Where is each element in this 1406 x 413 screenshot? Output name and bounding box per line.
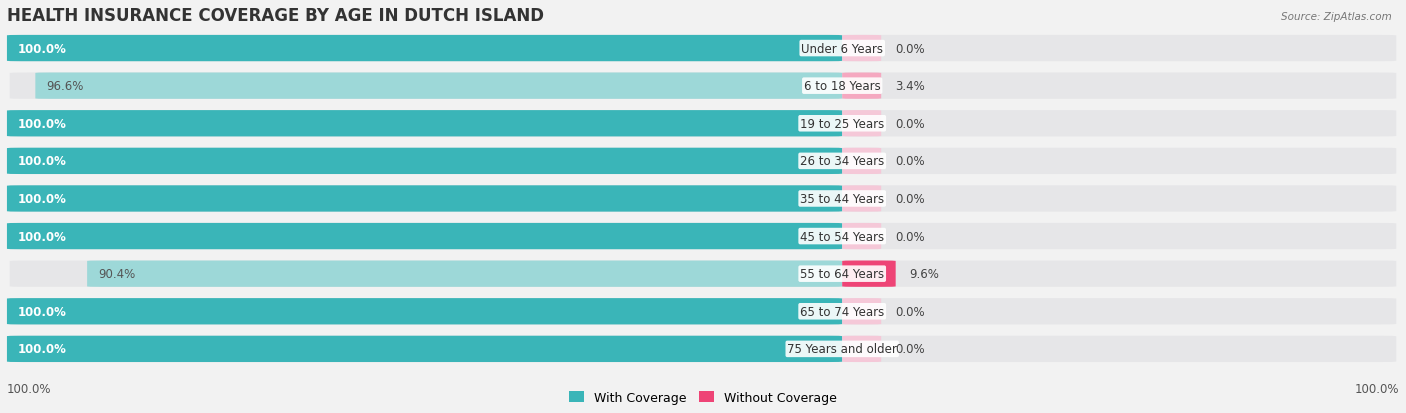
Text: 100.0%: 100.0% — [18, 43, 67, 55]
Text: 100.0%: 100.0% — [18, 117, 67, 131]
Text: 0.0%: 0.0% — [896, 117, 925, 131]
FancyBboxPatch shape — [842, 261, 896, 287]
Text: 26 to 34 Years: 26 to 34 Years — [800, 155, 884, 168]
Text: 0.0%: 0.0% — [896, 230, 925, 243]
FancyBboxPatch shape — [842, 223, 882, 249]
FancyBboxPatch shape — [10, 74, 1396, 100]
FancyBboxPatch shape — [7, 336, 842, 362]
Text: 100.0%: 100.0% — [18, 305, 67, 318]
FancyBboxPatch shape — [7, 111, 842, 137]
Text: 3.4%: 3.4% — [896, 80, 925, 93]
FancyBboxPatch shape — [10, 223, 1396, 249]
Text: 19 to 25 Years: 19 to 25 Years — [800, 117, 884, 131]
FancyBboxPatch shape — [87, 261, 842, 287]
FancyBboxPatch shape — [842, 74, 882, 100]
FancyBboxPatch shape — [842, 336, 882, 362]
Text: 35 to 44 Years: 35 to 44 Years — [800, 192, 884, 206]
FancyBboxPatch shape — [842, 298, 882, 325]
Text: 0.0%: 0.0% — [896, 342, 925, 356]
Legend: With Coverage, Without Coverage: With Coverage, Without Coverage — [564, 386, 842, 409]
Text: 100.0%: 100.0% — [18, 155, 67, 168]
Text: 0.0%: 0.0% — [896, 305, 925, 318]
Text: 65 to 74 Years: 65 to 74 Years — [800, 305, 884, 318]
Text: 0.0%: 0.0% — [896, 43, 925, 55]
FancyBboxPatch shape — [842, 111, 882, 137]
Text: 100.0%: 100.0% — [18, 230, 67, 243]
FancyBboxPatch shape — [10, 261, 1396, 287]
Text: 55 to 64 Years: 55 to 64 Years — [800, 268, 884, 280]
FancyBboxPatch shape — [10, 186, 1396, 212]
Text: 100.0%: 100.0% — [7, 382, 52, 395]
FancyBboxPatch shape — [10, 298, 1396, 325]
Text: Source: ZipAtlas.com: Source: ZipAtlas.com — [1281, 12, 1392, 22]
Text: 0.0%: 0.0% — [896, 155, 925, 168]
FancyBboxPatch shape — [7, 298, 842, 325]
FancyBboxPatch shape — [7, 223, 842, 249]
Text: 6 to 18 Years: 6 to 18 Years — [804, 80, 880, 93]
Text: 90.4%: 90.4% — [98, 268, 135, 280]
Text: 100.0%: 100.0% — [18, 342, 67, 356]
FancyBboxPatch shape — [10, 111, 1396, 137]
Text: 9.6%: 9.6% — [910, 268, 939, 280]
Text: 100.0%: 100.0% — [1354, 382, 1399, 395]
Text: 0.0%: 0.0% — [896, 192, 925, 206]
FancyBboxPatch shape — [7, 148, 842, 175]
FancyBboxPatch shape — [842, 148, 882, 175]
FancyBboxPatch shape — [10, 336, 1396, 362]
Text: 45 to 54 Years: 45 to 54 Years — [800, 230, 884, 243]
FancyBboxPatch shape — [35, 74, 842, 100]
FancyBboxPatch shape — [10, 36, 1396, 62]
Text: HEALTH INSURANCE COVERAGE BY AGE IN DUTCH ISLAND: HEALTH INSURANCE COVERAGE BY AGE IN DUTC… — [7, 7, 544, 24]
Text: Under 6 Years: Under 6 Years — [801, 43, 883, 55]
Text: 96.6%: 96.6% — [46, 80, 84, 93]
FancyBboxPatch shape — [7, 186, 842, 212]
FancyBboxPatch shape — [842, 186, 882, 212]
FancyBboxPatch shape — [842, 36, 882, 62]
FancyBboxPatch shape — [10, 148, 1396, 175]
FancyBboxPatch shape — [7, 36, 842, 62]
Text: 75 Years and older: 75 Years and older — [787, 342, 897, 356]
Text: 100.0%: 100.0% — [18, 192, 67, 206]
